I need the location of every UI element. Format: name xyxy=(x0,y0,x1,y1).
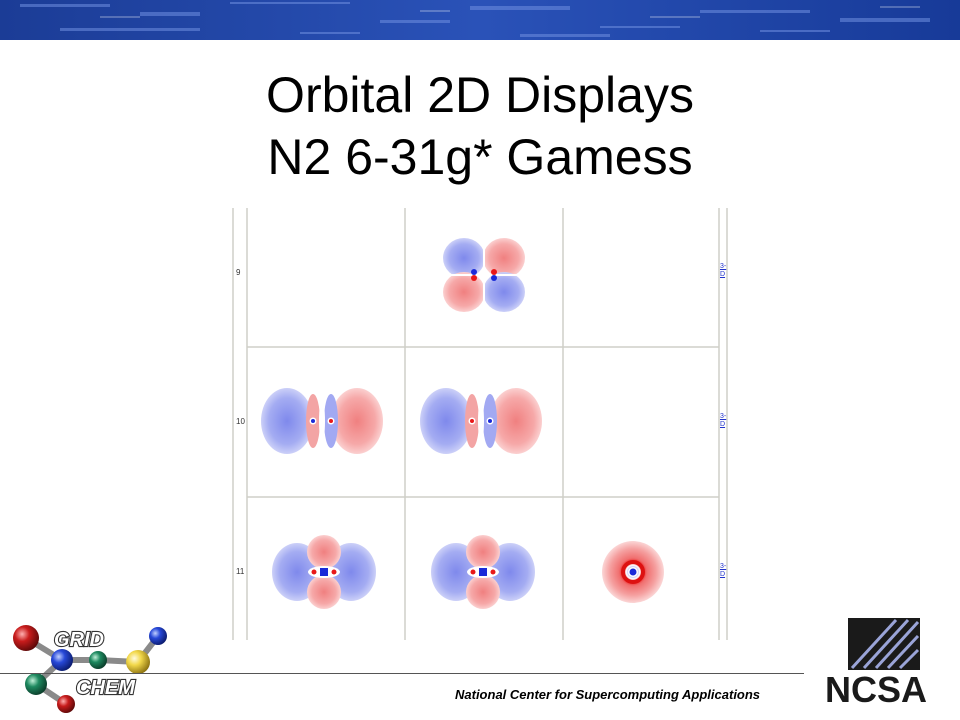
title-line-1: Orbital 2D Displays xyxy=(266,67,694,123)
view-3d-link-11[interactable]: 3- D xyxy=(720,563,726,579)
view-3d-link-10-line2: D xyxy=(720,421,726,428)
orbital-grid-screenshot xyxy=(231,208,729,640)
view-3d-link-10[interactable]: 3- D xyxy=(720,413,726,429)
orbital-11-b xyxy=(431,535,535,609)
orbital-row-label-11: 11 xyxy=(236,567,245,576)
footer-divider xyxy=(0,673,815,674)
orbital-11-c xyxy=(602,541,664,603)
orbital-grid xyxy=(232,208,728,640)
orbital-9-b xyxy=(442,237,526,313)
orbital-10-b xyxy=(420,388,542,454)
orbital-row-label-9: 9 xyxy=(236,268,241,277)
slide-title: Orbital 2D Displays N2 6-31g* Gamess xyxy=(0,64,960,188)
view-3d-link-11-line1: 3- xyxy=(720,563,727,570)
ncsa-logo-text: NCSA xyxy=(825,669,927,710)
gridchem-logo-chem-text: CHEM xyxy=(76,677,136,699)
view-3d-link-9-line2: D xyxy=(720,271,726,278)
orbital-10-a xyxy=(261,388,383,454)
top-banner xyxy=(0,0,960,40)
view-3d-link-9-line1: 3- xyxy=(720,263,727,270)
footer-org-name: National Center for Supercomputing Appli… xyxy=(455,687,761,702)
view-3d-link-10-line1: 3- xyxy=(720,413,727,420)
gridchem-logo: GRID CHEM xyxy=(13,625,167,713)
view-3d-link-9[interactable]: 3- D xyxy=(720,263,726,279)
gridchem-logo-grid-text: GRID xyxy=(54,629,104,651)
orbital-row-label-10: 10 xyxy=(236,417,245,426)
ncsa-logo: NCSA xyxy=(804,612,949,718)
orbital-11-a xyxy=(272,535,376,609)
title-line-2: N2 6-31g* Gamess xyxy=(267,129,693,185)
view-3d-link-11-line2: D xyxy=(720,571,726,578)
